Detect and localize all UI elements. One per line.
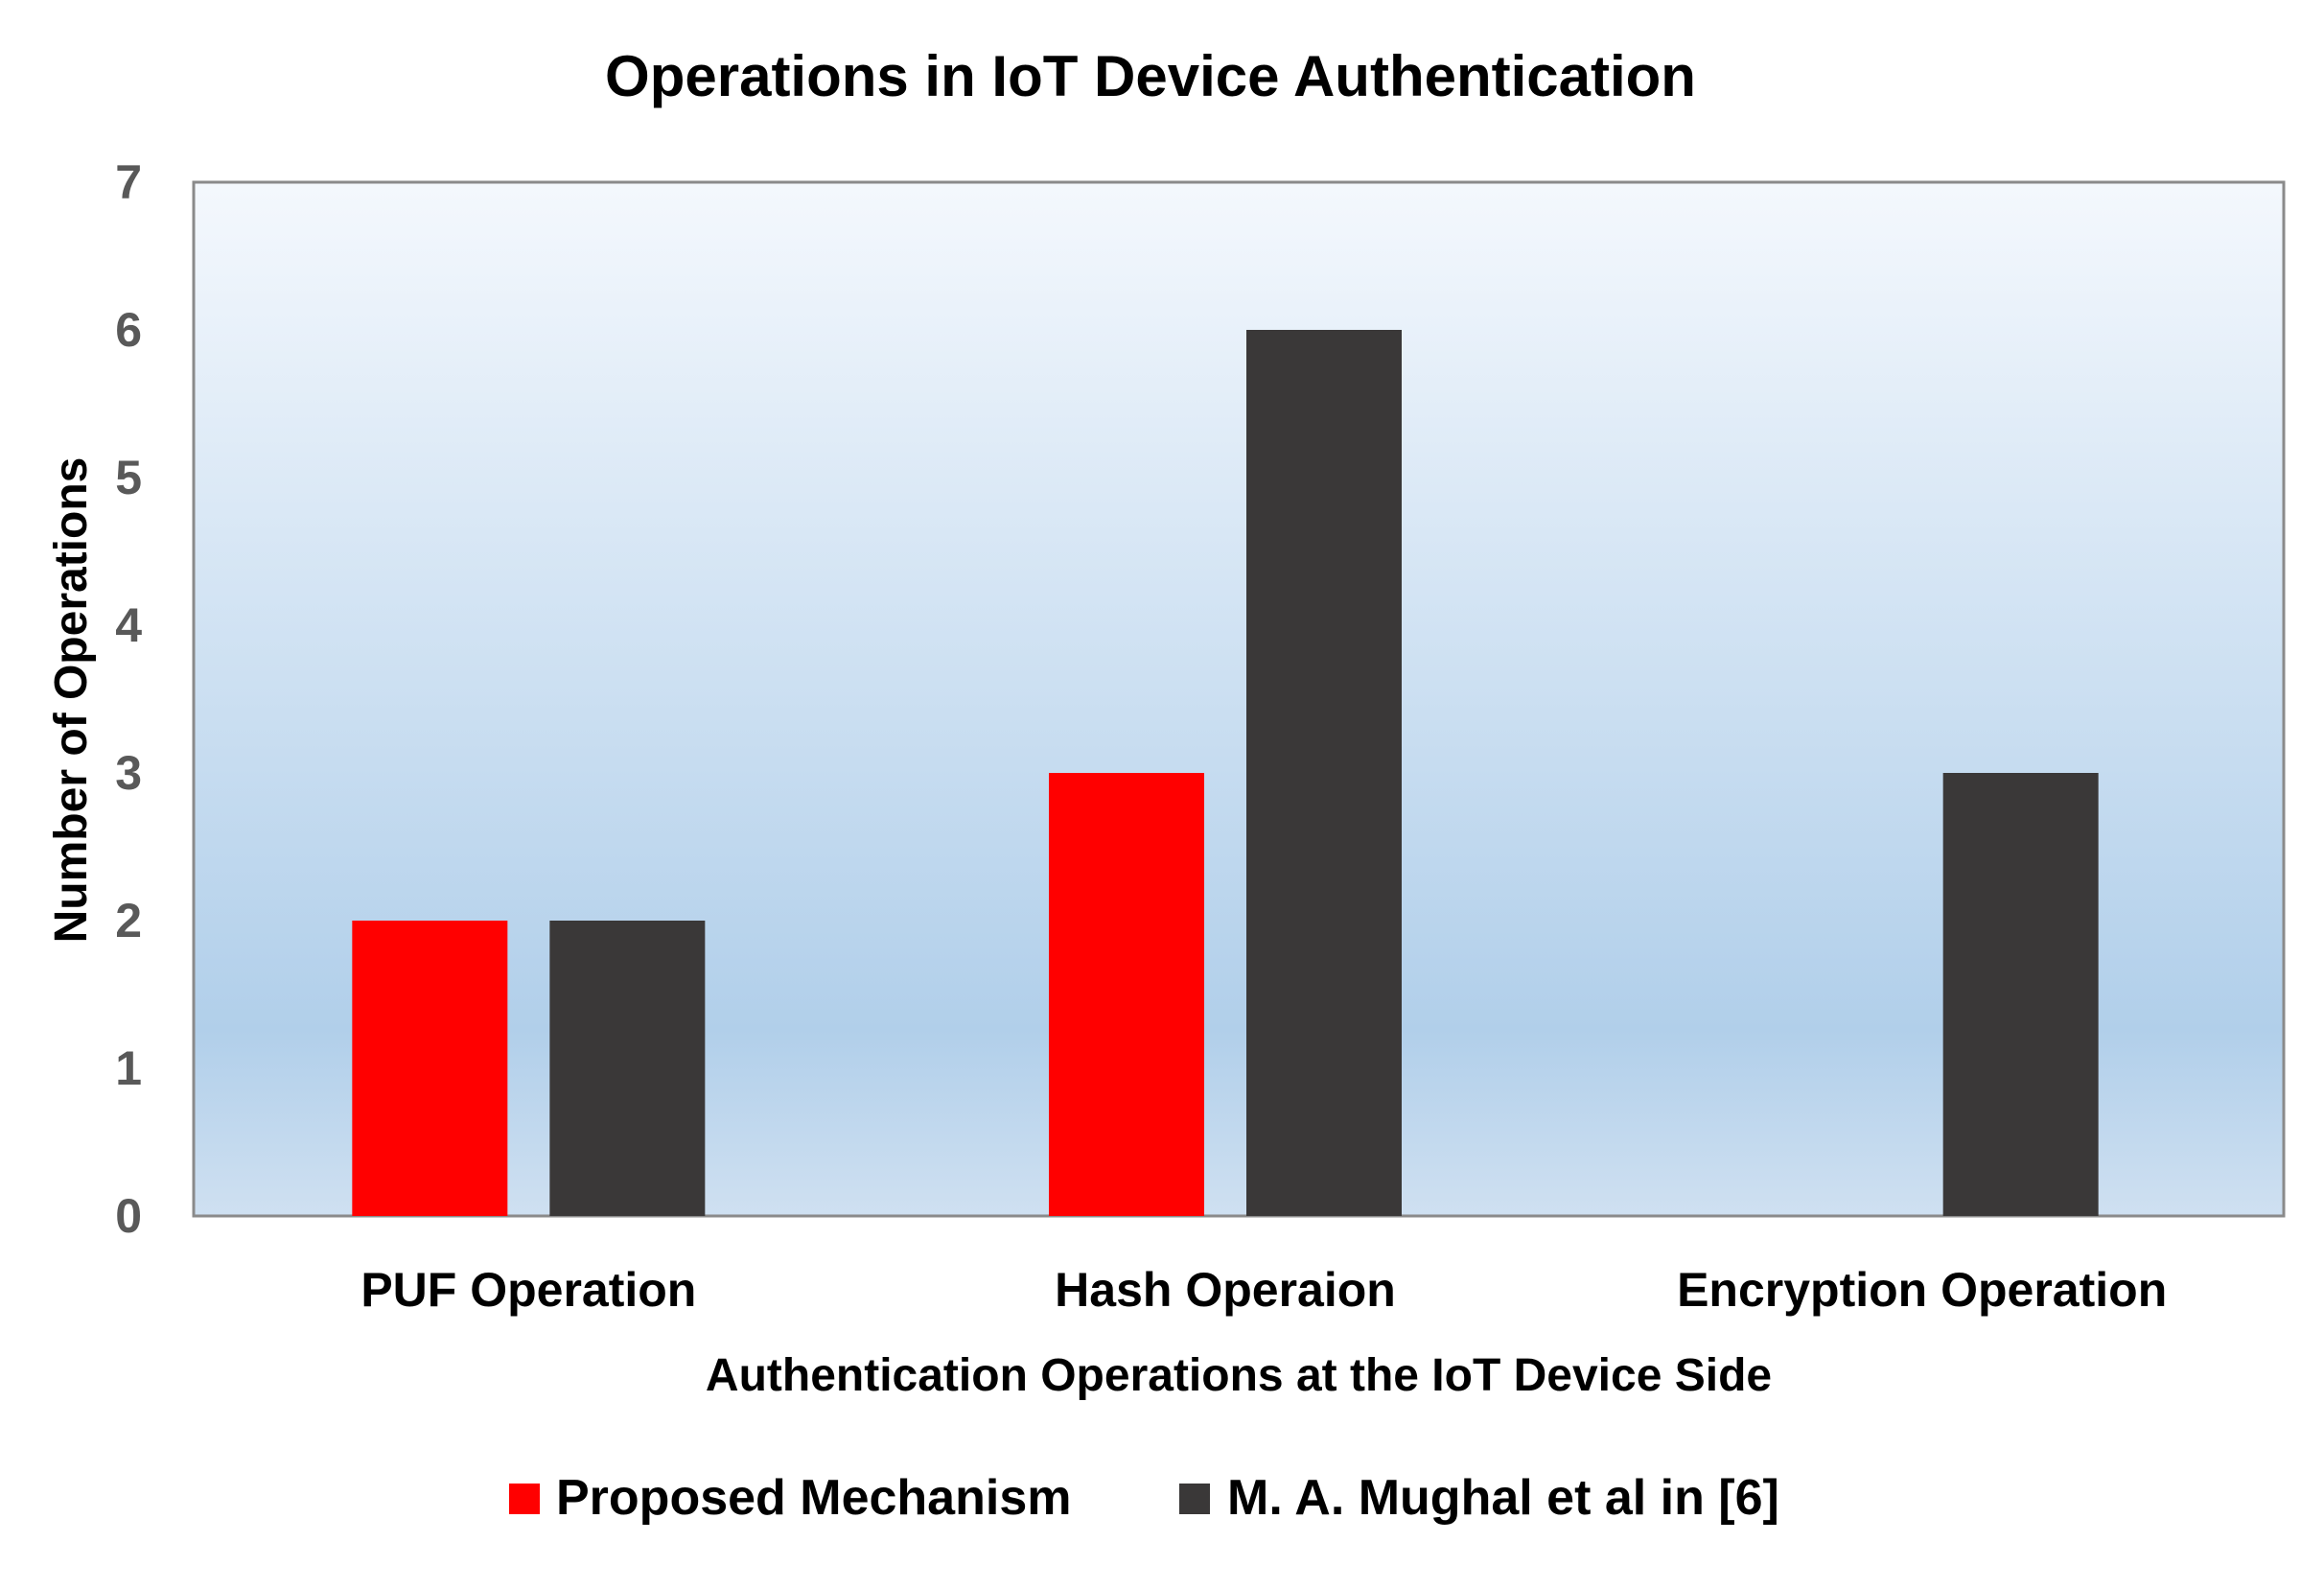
y-axis-ticks: 0 1 2 3 4 5 6 7 <box>115 155 142 1243</box>
x-axis-ticks: PUF Operation Hash Operaion Encryption Ope… <box>360 1263 2167 1317</box>
legend-item-mughal: M. A. Mughal et al in [6] <box>1179 1470 1779 1526</box>
y-axis-title: Number of Operations <box>46 457 97 944</box>
x-tick-label-1: Hash Operaion <box>1055 1263 1396 1317</box>
y-tick-label-2: 2 <box>115 894 142 947</box>
x-tick-label-2: Encryption Operation <box>1677 1263 2167 1317</box>
y-tick-label-3: 3 <box>115 746 142 800</box>
y-tick-label-1: 1 <box>115 1041 142 1095</box>
plot-area <box>192 180 2286 1218</box>
y-tick-label-6: 6 <box>115 303 142 357</box>
legend-label-mughal: M. A. Mughal et al in [6] <box>1227 1470 1779 1526</box>
chart-title: Operations in IoT Device Authentication <box>605 44 1696 108</box>
y-tick-label-7: 7 <box>115 155 142 209</box>
legend-item-proposed: Proposed Mechanism <box>509 1470 1071 1526</box>
legend-label-proposed: Proposed Mechanism <box>556 1470 1071 1526</box>
legend-swatch-mughal <box>1179 1484 1210 1514</box>
bars-layer <box>352 330 2099 1216</box>
bar-proposed-0 <box>352 921 508 1216</box>
y-tick-label-5: 5 <box>115 451 142 504</box>
legend-swatch-proposed <box>509 1484 540 1514</box>
x-axis-title: Authentication Operations at the IoT Dev… <box>706 1350 1772 1401</box>
bar-mughal-1 <box>1246 330 1402 1216</box>
legend: Proposed Mechanism M. A. Mughal et al in… <box>509 1470 1779 1526</box>
bar-mughal-2 <box>1942 773 2099 1216</box>
y-tick-label-4: 4 <box>115 598 142 652</box>
y-tick-label-0: 0 <box>115 1189 142 1243</box>
bar-mughal-0 <box>549 921 706 1216</box>
x-tick-label-0: PUF Operation <box>360 1263 696 1317</box>
bar-proposed-1 <box>1049 773 1204 1216</box>
